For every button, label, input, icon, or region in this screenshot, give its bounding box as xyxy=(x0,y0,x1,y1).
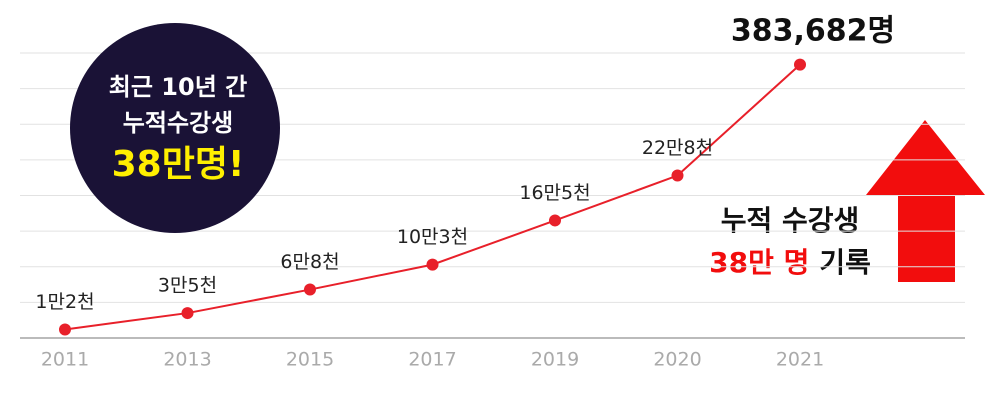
up-arrow xyxy=(866,120,985,282)
badge-text: 최근 10년 간 xyxy=(109,73,247,101)
note-line1: 누적 수강생 xyxy=(721,204,860,237)
point xyxy=(794,58,806,71)
value-label: 3만5천 xyxy=(158,275,217,297)
x-tick-label: 2019 xyxy=(531,349,579,371)
value-label: 22만8천 xyxy=(642,137,713,159)
value-label: 10만3천 xyxy=(397,226,468,248)
badge-text: 누적수강생 xyxy=(123,109,233,137)
x-tick-label: 2011 xyxy=(41,349,89,371)
value-label: 6만8천 xyxy=(280,251,339,273)
point xyxy=(59,323,71,336)
point xyxy=(549,214,561,227)
note-line2: 38만 명 기록 xyxy=(709,246,871,279)
point xyxy=(671,169,684,182)
note-highlight: 38만 명 xyxy=(709,246,809,279)
x-tick-label: 2017 xyxy=(408,349,456,371)
value-label: 1만2천 xyxy=(35,291,94,313)
note-rest: 기록 xyxy=(819,246,871,279)
x-tick-label: 2015 xyxy=(286,349,334,371)
x-tick-label: 2020 xyxy=(653,349,701,371)
value-label: 383,682명 xyxy=(731,14,895,49)
x-tick-label: 2021 xyxy=(776,349,824,371)
value-label: 16만5천 xyxy=(519,182,590,204)
point xyxy=(304,283,316,296)
point xyxy=(181,307,194,320)
badge-text: 38만명! xyxy=(112,144,245,185)
point xyxy=(426,258,439,271)
x-tick-label: 2013 xyxy=(163,349,211,371)
badge xyxy=(70,23,280,233)
